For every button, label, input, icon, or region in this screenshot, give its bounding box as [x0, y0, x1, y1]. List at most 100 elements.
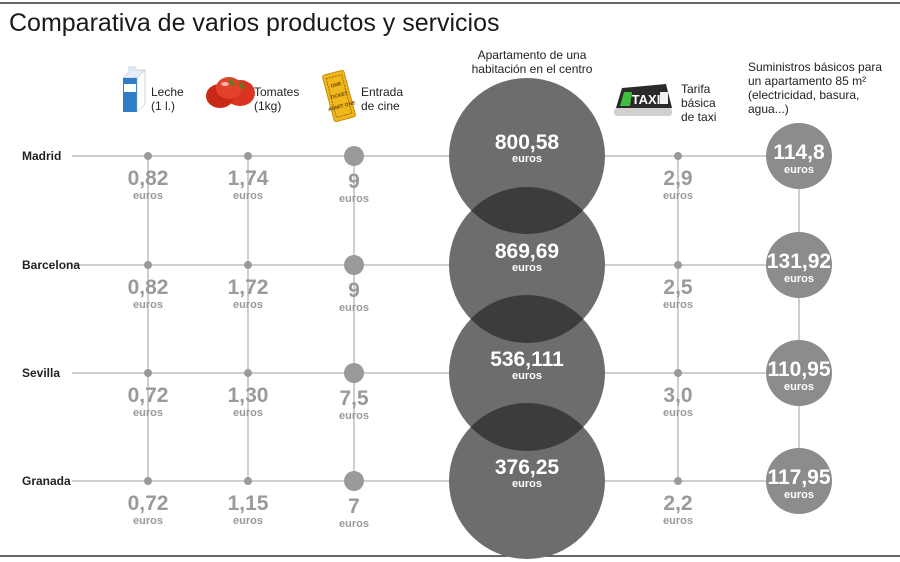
value-dot	[244, 369, 252, 377]
value-dot	[144, 261, 152, 269]
utilities-circle	[766, 448, 832, 514]
value-label: 1,72	[228, 276, 269, 299]
unit-label: euros	[339, 410, 369, 422]
unit-label: euros	[233, 515, 263, 527]
column-header-line: básica	[681, 96, 716, 110]
apartment-circle	[449, 187, 605, 343]
unit-label: euros	[133, 407, 163, 419]
value-label: 3,0	[663, 384, 692, 407]
value-dot	[674, 261, 682, 269]
svg-text:TAXI: TAXI	[632, 92, 661, 107]
city-label: Sevilla	[22, 366, 60, 380]
unit-label: euros	[663, 407, 693, 419]
column-header-line: Apartamento de una	[478, 48, 587, 62]
apartment-circle	[449, 295, 605, 451]
column-header-line: Suministros básicos para	[748, 60, 882, 74]
apartment-unit: euros	[512, 478, 542, 490]
value-dot	[344, 146, 364, 166]
unit-label: euros	[233, 299, 263, 311]
utilities-circle	[766, 340, 832, 406]
column-header-line: de cine	[361, 99, 400, 113]
value-dot	[144, 152, 152, 160]
column-header-line: un apartamento 85 m²	[748, 74, 866, 88]
tomatoes-icon	[206, 77, 255, 108]
value-dot	[674, 477, 682, 485]
value-label: 0,72	[128, 492, 169, 515]
value-label: 1,30	[228, 384, 269, 407]
city-label: Madrid	[22, 149, 61, 163]
value-label: 1,15	[228, 492, 269, 515]
unit-label: euros	[339, 193, 369, 205]
grid-lines	[72, 155, 800, 482]
column-header-line: Leche	[151, 85, 184, 99]
unit-label: euros	[233, 190, 263, 202]
value-dot	[244, 152, 252, 160]
utilities-circle	[766, 232, 832, 298]
column-header-line: Tarifa	[681, 82, 711, 96]
unit-label: euros	[339, 518, 369, 530]
apartment-circle	[449, 403, 605, 559]
column-header-line: de taxi	[681, 110, 716, 124]
value-dot	[344, 363, 364, 383]
unit-label: euros	[339, 302, 369, 314]
utilities-value: 114,8	[773, 141, 825, 164]
value-label: 2,9	[663, 167, 692, 190]
taxi-sign-icon: TAXI	[614, 84, 672, 116]
column-header-line: (1 l.)	[151, 99, 175, 113]
apartment-value: 800,58	[495, 131, 560, 154]
value-dot	[144, 477, 152, 485]
utilities-unit: euros	[784, 381, 814, 393]
unit-label: euros	[663, 299, 693, 311]
value-label: 2,2	[663, 492, 692, 515]
utilities-value: 110,95	[767, 358, 830, 381]
unit-label: euros	[663, 515, 693, 527]
city-labels: Madrid Barcelona Sevilla Granada	[22, 149, 80, 488]
apartment-value: 536,111	[490, 348, 564, 371]
svg-text:ONE: ONE	[330, 81, 343, 90]
chart-title: Comparativa de varios productos y servic…	[9, 9, 499, 37]
unit-label: euros	[133, 515, 163, 527]
chart-marks: 0,82euros0,82euros0,72euros0,72euros1,74…	[128, 78, 832, 559]
value-label: 2,5	[663, 276, 693, 299]
value-dot	[244, 477, 252, 485]
city-label: Granada	[22, 474, 71, 488]
unit-label: euros	[133, 299, 163, 311]
apartment-circle	[449, 78, 605, 234]
utilities-value: 117,95	[767, 466, 830, 489]
svg-text:TICKET: TICKET	[330, 91, 349, 101]
unit-label: euros	[133, 190, 163, 202]
value-label: 0,72	[128, 384, 169, 407]
utilities-unit: euros	[784, 164, 814, 176]
value-label: 0,82	[128, 276, 169, 299]
value-dot	[344, 471, 364, 491]
value-dot	[674, 369, 682, 377]
value-dot	[144, 369, 152, 377]
value-label: 0,82	[128, 167, 169, 190]
apartment-unit: euros	[512, 262, 542, 274]
value-label: 7	[348, 495, 360, 518]
utilities-value: 131,92	[767, 250, 831, 273]
value-dot	[244, 261, 252, 269]
apartment-value: 376,25	[495, 456, 560, 479]
value-label: 1,74	[228, 167, 269, 190]
column-header-line: habitación en el centro	[472, 62, 593, 76]
value-dot	[674, 152, 682, 160]
value-label: 9	[348, 170, 360, 193]
utilities-unit: euros	[784, 273, 814, 285]
value-label: 9	[348, 279, 360, 302]
column-header-line: (electricidad, basura,	[748, 88, 859, 102]
column-header-line: (1kg)	[254, 99, 281, 113]
apartment-unit: euros	[512, 370, 542, 382]
column-header-line: agua...)	[748, 102, 789, 116]
column-header-line: Tomates	[254, 85, 299, 99]
apartment-unit: euros	[512, 153, 542, 165]
unit-label: euros	[663, 190, 693, 202]
value-label: 7,5	[339, 387, 369, 410]
unit-label: euros	[233, 407, 263, 419]
utilities-circle	[766, 123, 832, 189]
city-label: Barcelona	[22, 258, 80, 272]
